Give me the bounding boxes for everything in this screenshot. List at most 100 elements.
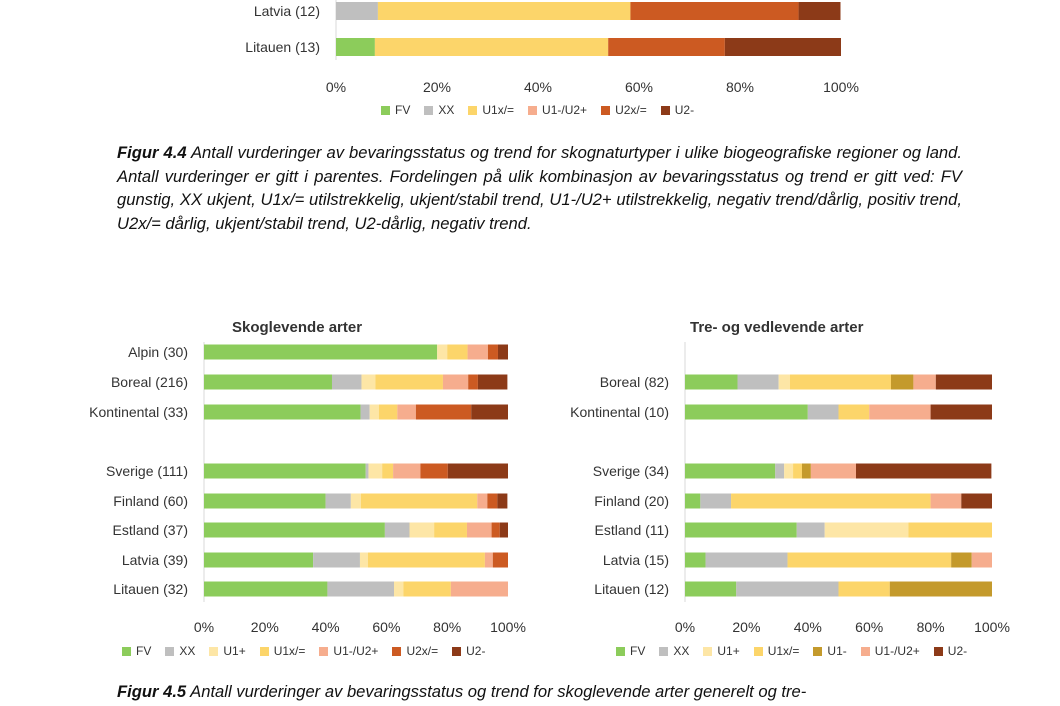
bar-segment-u1 <box>437 344 448 360</box>
legend-swatch <box>452 646 462 656</box>
bar-segment-u1 <box>951 552 972 568</box>
bar-segment-u1 <box>890 374 914 390</box>
legend-label: FV <box>136 644 152 658</box>
legend-item: U1+ <box>209 644 246 658</box>
legend-right: FV XX U1+ U1x/= U1- U1-/U2+ U2- <box>616 644 981 658</box>
category-label: Latvia (12) <box>254 3 320 19</box>
legend-item: XX <box>659 644 689 658</box>
tick-label: 20% <box>732 619 760 635</box>
bar-segment-u2 <box>477 374 508 390</box>
bar-segment-fv <box>204 463 366 479</box>
bar-segment-u1 <box>889 581 992 597</box>
bar-segment-u1u2 <box>467 344 488 360</box>
legend-item: U1+ <box>703 644 740 658</box>
legend-label: U1-/U2+ <box>874 644 920 658</box>
legend-swatch <box>813 646 823 656</box>
bar-segment-u1x <box>793 463 802 479</box>
legend-swatch <box>209 646 219 656</box>
bar-segment-u2 <box>471 404 508 420</box>
bar-segment-u2 <box>497 493 508 509</box>
bar-segment-u1u2 <box>477 493 488 509</box>
legend-item: FV <box>381 103 410 117</box>
legend-swatch <box>660 105 670 115</box>
bar-segment-fv <box>685 374 738 390</box>
category-label: Litauen (12) <box>594 581 669 597</box>
tick-label: 40% <box>794 619 822 635</box>
legend-item: U1-/U2+ <box>860 644 920 658</box>
tick-label: 0% <box>326 79 346 95</box>
bar-segment-u2 <box>499 522 508 538</box>
legend-item: U1-/U2+ <box>319 644 378 658</box>
legend-item: XX <box>424 103 454 117</box>
legend-swatch <box>860 646 870 656</box>
legend-swatch <box>381 105 390 115</box>
legend-label: U2x/= <box>406 644 439 658</box>
bar-segment-u2 <box>724 38 841 56</box>
bar-segment-u2 <box>930 404 992 420</box>
bar-segment-u1x <box>375 374 443 390</box>
bar-segment-u1u2 <box>869 404 931 420</box>
legend-swatch <box>468 105 478 115</box>
bar-segment-u2 <box>935 374 992 390</box>
legend-item: U1x/= <box>468 103 514 117</box>
bar-segment-u1x <box>789 374 891 390</box>
bar-segment-u2 <box>497 344 508 360</box>
legend-swatch <box>319 646 329 656</box>
legend-swatch <box>259 646 269 656</box>
legend-label: XX <box>673 644 690 658</box>
category-label: Sverige (34) <box>593 463 669 479</box>
bar-segment-u1x <box>908 522 992 538</box>
bar-segment-u1x <box>360 493 478 509</box>
legend-label: XX <box>179 644 196 658</box>
bar-segment-u1 <box>359 552 368 568</box>
category-label: Litauen (13) <box>245 39 320 55</box>
bar-segment-xx <box>736 581 839 597</box>
bar-segment-fv <box>204 522 385 538</box>
bar-segment-fv <box>204 344 438 360</box>
bar-segment-fv <box>204 374 332 390</box>
chart-title: Skoglevende arter <box>232 319 362 336</box>
legend-top: FV XX U1x/= U1-/U2+ U2x/= U2- <box>381 103 708 117</box>
bar-segment-xx <box>331 374 362 390</box>
chart-top-stacked-bars: Latvia (12) Litauen (13) 0% 20% 40% 60% 80% 100… <box>245 0 859 95</box>
legend-swatch <box>122 646 131 656</box>
legend-item: XX <box>165 644 195 658</box>
bar-segment-xx <box>384 522 410 538</box>
figure-4-4-caption: Figur 4.4 Antall vurderinger av bevaring… <box>117 141 962 235</box>
bar-segment-u1 <box>784 463 794 479</box>
bar-segment-fv <box>685 581 737 597</box>
legend-label: U1+ <box>223 644 246 658</box>
bar-segment-xx <box>705 552 788 568</box>
legend-label: U1+ <box>717 644 740 658</box>
tick-label: 80% <box>433 619 461 635</box>
bar-segment-xx <box>737 374 779 390</box>
caption-label: Figur 4.4 <box>117 143 187 162</box>
bar-segment-u2x <box>420 463 448 479</box>
bar-segment-u1x <box>787 552 952 568</box>
bar-segment-u1x <box>367 552 485 568</box>
bar-segment-u1u2 <box>442 374 469 390</box>
category-label: Estland (37) <box>113 522 188 538</box>
category-label: Sverige (111) <box>106 463 188 479</box>
legend-label: U1x/= <box>482 103 515 117</box>
tick-label: 80% <box>726 79 754 95</box>
legend-item: U2- <box>452 644 485 658</box>
bar-segment-u1x <box>447 344 468 360</box>
category-label: Boreal (216) <box>111 374 188 390</box>
bar-segment-fv <box>336 38 375 56</box>
bar-segment-u1u2 <box>930 493 962 509</box>
legend-left: FV XX U1+ U1x/= U1-/U2+ U2x/= U2- <box>122 644 499 658</box>
bar-segment-u1x <box>731 493 931 509</box>
bar-segment-u2x <box>487 344 498 360</box>
bar-segment-fv <box>204 493 326 509</box>
figure-4-5-caption: Figur 4.5 Antall vurderinger av bevaring… <box>117 680 962 704</box>
bar-segment-u1 <box>368 463 383 479</box>
bar-segment-u2x <box>608 38 725 56</box>
tick-label: 40% <box>524 79 552 95</box>
legend-item: U2x/= <box>601 103 647 117</box>
category-label: Finland (60) <box>113 493 188 509</box>
bar-segment-u2x <box>491 522 500 538</box>
bar-segment-u2 <box>855 463 992 479</box>
bar-segment-u1 <box>824 522 909 538</box>
bar-segment-u2x <box>630 2 799 20</box>
